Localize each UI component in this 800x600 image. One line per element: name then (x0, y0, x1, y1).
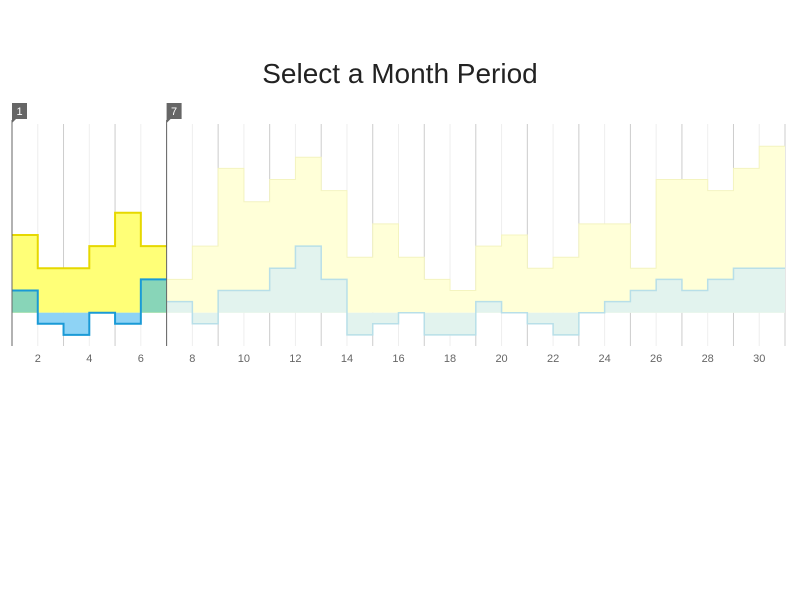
blue-line-dimmed (166, 245, 785, 336)
blue-bar-selected (140, 279, 167, 313)
yellow-line-selected (12, 211, 167, 270)
x-tick-label: 22 (547, 353, 559, 365)
x-tick-label: 12 (289, 353, 301, 365)
x-tick-label: 18 (444, 353, 456, 365)
selection-end-marker-label: 7 (171, 106, 177, 118)
x-tick-label: 30 (753, 353, 765, 365)
blue-bar-selected (115, 312, 141, 324)
selection-start-marker-flag (12, 103, 27, 123)
blue-bar-selected (63, 312, 90, 335)
yellow-line-dimmed (166, 145, 785, 291)
x-tick-label: 20 (495, 353, 507, 365)
x-tick-label: 26 (650, 353, 662, 365)
x-tick-label: 14 (341, 353, 353, 365)
x-tick-label: 8 (189, 353, 195, 365)
selection-start-marker-label: 1 (16, 106, 22, 118)
blue-bar-selected (12, 290, 38, 313)
x-tick-label: 24 (599, 353, 611, 365)
selection-end-marker-flag (166, 103, 182, 123)
x-tick-label: 10 (238, 353, 250, 365)
x-tick-label: 2 (35, 353, 41, 365)
x-tick-label: 4 (86, 353, 92, 365)
x-tick-label: 28 (702, 353, 714, 365)
blue-bar-selected (37, 312, 64, 324)
chart-title: Select a Month Period (262, 58, 538, 89)
x-tick-label: 16 (392, 353, 404, 365)
blue-line-selected (12, 278, 167, 336)
x-tick-label: 6 (138, 353, 144, 365)
